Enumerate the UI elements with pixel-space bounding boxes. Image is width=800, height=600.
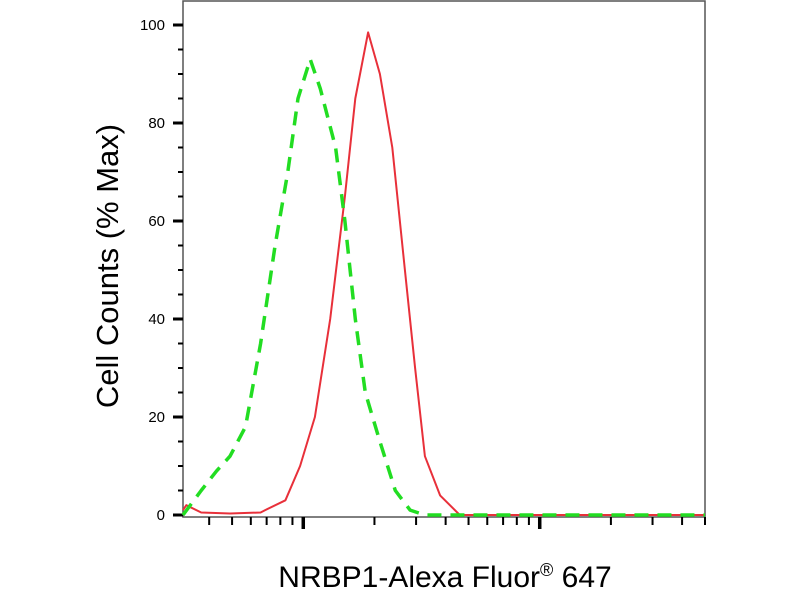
plot-frame: [182, 0, 706, 518]
x-axis-label-tail: 647: [553, 561, 612, 594]
x-axis-label: NRBP1-Alexa Fluor® 647: [0, 560, 800, 595]
y-tick-label: 0: [157, 507, 165, 524]
sample-series-line: [182, 31, 705, 516]
control-series-line: [181, 57, 705, 517]
y-tick-label: 100: [140, 17, 165, 34]
x-axis-label-main: NRBP1-Alexa Fluor: [278, 561, 541, 594]
y-tick-label: 20: [148, 409, 165, 426]
y-tick-label: 80: [148, 115, 165, 132]
registered-mark: ®: [540, 560, 554, 580]
y-axis-label: Cell Counts (% Max): [90, 123, 125, 409]
y-tick-label: 40: [148, 311, 165, 328]
y-tick-label: 60: [148, 213, 165, 230]
